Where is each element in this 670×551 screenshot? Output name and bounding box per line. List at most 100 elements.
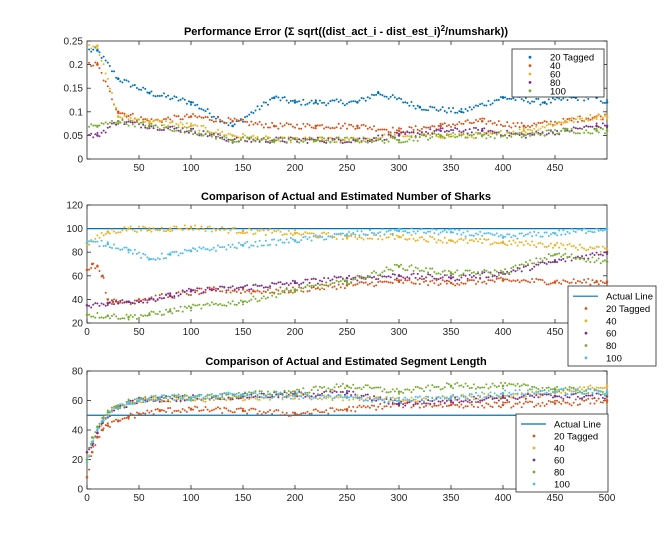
data-point bbox=[526, 128, 529, 131]
data-point bbox=[310, 138, 313, 141]
data-point bbox=[131, 123, 134, 126]
data-point bbox=[510, 236, 513, 239]
data-point bbox=[404, 131, 407, 134]
data-point bbox=[358, 276, 361, 279]
data-point bbox=[144, 118, 147, 121]
data-point bbox=[283, 289, 286, 292]
data-point bbox=[499, 96, 502, 99]
data-point bbox=[204, 303, 207, 306]
data-point bbox=[185, 289, 188, 292]
data-point bbox=[102, 63, 105, 66]
data-point bbox=[175, 396, 178, 399]
data-point bbox=[601, 229, 604, 232]
data-point bbox=[543, 245, 546, 248]
data-point bbox=[273, 390, 276, 393]
data-point bbox=[327, 412, 330, 415]
data-point bbox=[302, 122, 305, 125]
data-point bbox=[231, 396, 234, 399]
data-point bbox=[497, 395, 500, 398]
data-point bbox=[408, 104, 411, 107]
data-point bbox=[560, 123, 563, 126]
data-point bbox=[437, 238, 440, 241]
data-point bbox=[504, 268, 507, 271]
data-point bbox=[593, 388, 596, 391]
data-point bbox=[422, 231, 425, 234]
data-point bbox=[489, 132, 492, 135]
data-point bbox=[277, 292, 280, 295]
data-point bbox=[449, 230, 453, 234]
data-point bbox=[127, 114, 130, 117]
data-point bbox=[587, 392, 590, 395]
legend-box bbox=[511, 48, 605, 98]
data-point bbox=[177, 398, 180, 401]
data-point bbox=[104, 121, 107, 124]
data-point bbox=[289, 100, 292, 103]
data-point bbox=[92, 124, 95, 127]
data-point bbox=[547, 129, 550, 132]
data-point bbox=[483, 392, 486, 395]
data-point bbox=[412, 269, 415, 272]
data-point bbox=[578, 258, 581, 261]
data-point bbox=[551, 254, 554, 257]
data-point bbox=[266, 103, 269, 106]
data-point bbox=[547, 389, 550, 392]
data-point bbox=[529, 132, 532, 135]
data-point bbox=[420, 402, 423, 405]
data-point bbox=[348, 235, 351, 238]
data-point bbox=[489, 279, 492, 282]
data-point bbox=[566, 121, 569, 124]
data-point bbox=[605, 250, 609, 254]
data-point bbox=[104, 316, 107, 319]
data-point bbox=[327, 235, 330, 238]
data-point bbox=[356, 127, 359, 130]
data-point bbox=[144, 314, 147, 317]
data-point bbox=[381, 275, 384, 278]
data-point bbox=[599, 279, 602, 282]
data-point bbox=[350, 395, 353, 398]
data-point bbox=[110, 70, 113, 73]
data-point bbox=[200, 107, 203, 110]
data-point bbox=[578, 228, 581, 231]
data-point bbox=[88, 125, 91, 128]
data-point bbox=[352, 390, 355, 393]
data-point bbox=[370, 276, 373, 279]
data-point bbox=[373, 270, 376, 273]
data-point bbox=[88, 48, 91, 51]
data-point bbox=[466, 385, 469, 388]
data-point bbox=[194, 304, 197, 307]
data-point bbox=[210, 133, 213, 136]
data-point bbox=[375, 93, 378, 96]
data-point bbox=[535, 277, 538, 280]
data-point bbox=[233, 123, 236, 126]
x-tick-label: 200 bbox=[287, 327, 304, 338]
data-point bbox=[196, 406, 199, 409]
data-point bbox=[358, 126, 361, 129]
data-point bbox=[304, 235, 307, 238]
data-point bbox=[431, 397, 434, 400]
data-points bbox=[85, 224, 609, 321]
data-point bbox=[271, 139, 274, 142]
data-point bbox=[196, 133, 199, 136]
data-point bbox=[146, 301, 149, 304]
data-point bbox=[504, 243, 507, 246]
data-point bbox=[591, 252, 594, 255]
data-point bbox=[385, 391, 388, 394]
data-point bbox=[541, 386, 544, 389]
data-point bbox=[377, 138, 380, 141]
data-point bbox=[354, 138, 357, 141]
data-point bbox=[204, 395, 207, 398]
data-point bbox=[393, 390, 396, 393]
data-point bbox=[574, 231, 577, 234]
data-point bbox=[460, 400, 463, 403]
data-point bbox=[591, 116, 594, 119]
data-point bbox=[460, 110, 463, 114]
data-point bbox=[200, 287, 203, 290]
data-point bbox=[360, 97, 363, 100]
data-point bbox=[425, 240, 428, 243]
data-point bbox=[393, 278, 396, 281]
data-point bbox=[343, 408, 346, 411]
data-point bbox=[221, 394, 224, 397]
data-point bbox=[312, 396, 315, 399]
data-point bbox=[102, 419, 105, 422]
